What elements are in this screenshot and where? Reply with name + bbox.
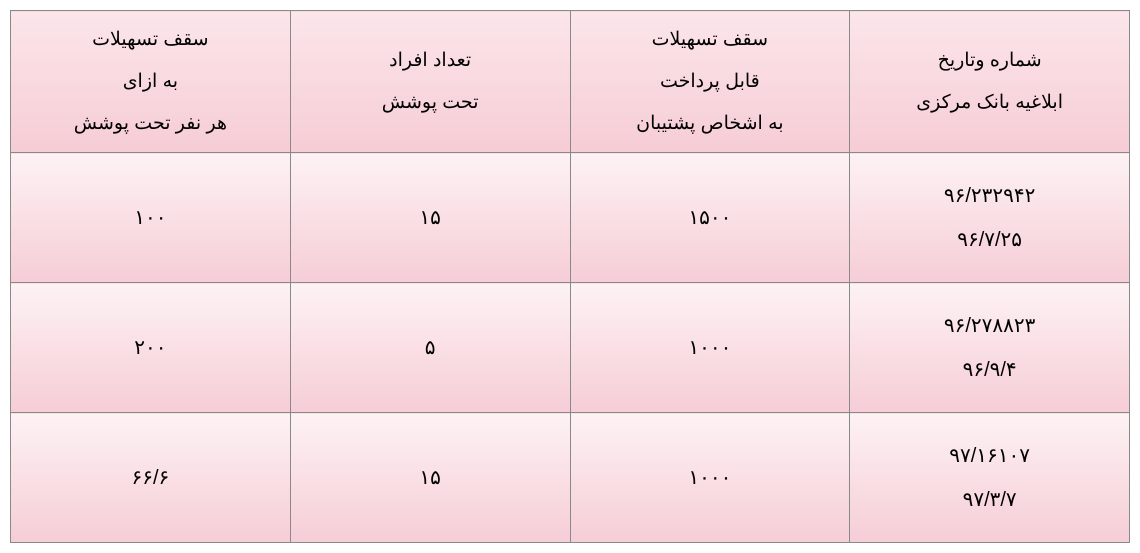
- col-header-0-label: شماره وتاریخابلاغیه بانک مرکزی: [916, 50, 1063, 113]
- table-row: ۹۶/۲۳۲۹۴۲۹۶/۷/۲۵ ۱۵۰۰ ۱۵ ۱۰۰: [11, 153, 1130, 283]
- col-header-3-label: سقف تسهیلاتبه ازایهر نفر تحت پوشش: [74, 29, 227, 134]
- col-header-0: شماره وتاریخابلاغیه بانک مرکزی: [850, 11, 1130, 153]
- table-header-row: شماره وتاریخابلاغیه بانک مرکزی سقف تسهیل…: [11, 11, 1130, 153]
- table-row: ۹۷/۱۶۱۰۷۹۷/۳/۷ ۱۰۰۰ ۱۵ ۶۶/۶: [11, 413, 1130, 543]
- col-header-2-label: تعداد افرادتحت پوشش: [382, 50, 479, 113]
- col-header-1-label: سقف تسهیلاتقابل پرداختبه اشخاص پشتیبان: [636, 29, 783, 134]
- cell-2-3: ۶۶/۶: [11, 413, 291, 543]
- col-header-3: سقف تسهیلاتبه ازایهر نفر تحت پوشش: [11, 11, 291, 153]
- cell-1-0: ۹۶/۲۷۸۸۲۳۹۶/۹/۴: [850, 283, 1130, 413]
- col-header-2: تعداد افرادتحت پوشش: [290, 11, 570, 153]
- cell-1-2: ۵: [290, 283, 570, 413]
- col-header-1: سقف تسهیلاتقابل پرداختبه اشخاص پشتیبان: [570, 11, 850, 153]
- cell-0-0: ۹۶/۲۳۲۹۴۲۹۶/۷/۲۵: [850, 153, 1130, 283]
- table-container: شماره وتاریخابلاغیه بانک مرکزی سقف تسهیل…: [10, 10, 1130, 543]
- cell-1-3: ۲۰۰: [11, 283, 291, 413]
- cell-0-3: ۱۰۰: [11, 153, 291, 283]
- data-table: شماره وتاریخابلاغیه بانک مرکزی سقف تسهیل…: [10, 10, 1130, 543]
- cell-0-1: ۱۵۰۰: [570, 153, 850, 283]
- cell-1-1: ۱۰۰۰: [570, 283, 850, 413]
- cell-2-1: ۱۰۰۰: [570, 413, 850, 543]
- cell-0-2: ۱۵: [290, 153, 570, 283]
- cell-2-2: ۱۵: [290, 413, 570, 543]
- cell-2-0: ۹۷/۱۶۱۰۷۹۷/۳/۷: [850, 413, 1130, 543]
- table-row: ۹۶/۲۷۸۸۲۳۹۶/۹/۴ ۱۰۰۰ ۵ ۲۰۰: [11, 283, 1130, 413]
